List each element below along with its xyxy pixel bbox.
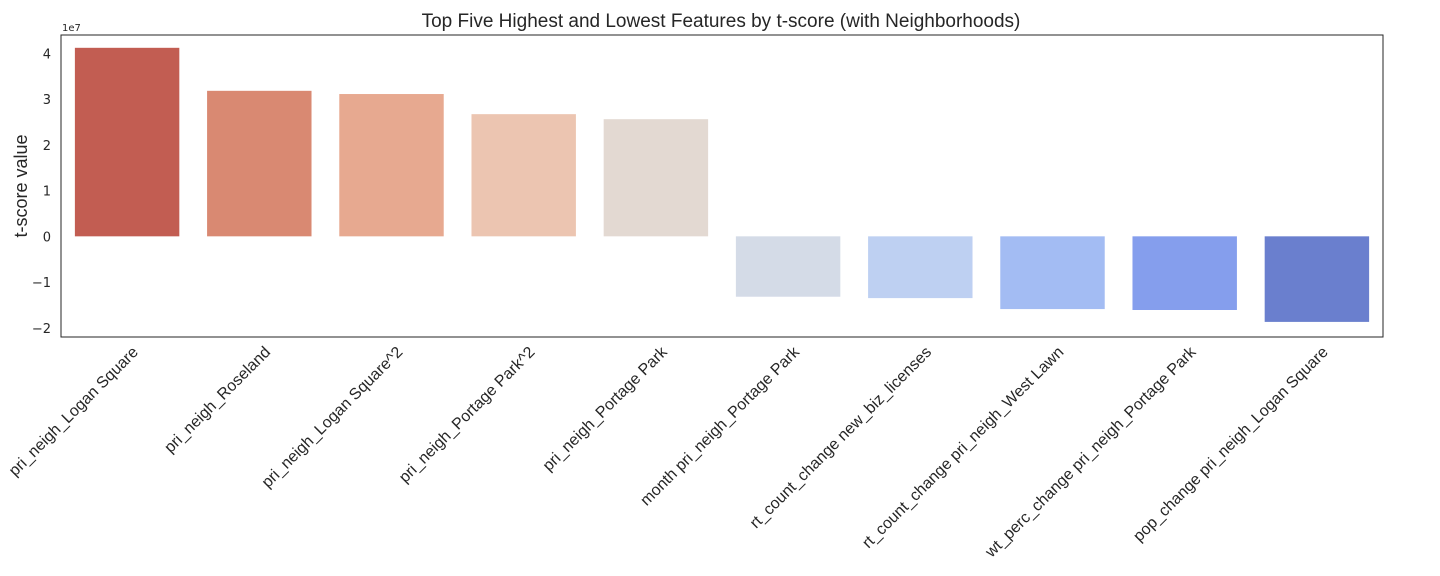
bar-3 bbox=[471, 114, 576, 237]
y-tick-label: 3 bbox=[43, 93, 51, 108]
bar-7 bbox=[1000, 236, 1105, 310]
y-tick-label: 4 bbox=[43, 47, 51, 62]
bar-9 bbox=[1264, 236, 1370, 322]
bar-1 bbox=[207, 90, 312, 237]
bar-0 bbox=[74, 47, 180, 237]
bar-4 bbox=[603, 119, 709, 237]
x-tick-label: pri_neigh_Portage Park bbox=[540, 343, 672, 475]
x-axis: pri_neigh_Logan Square pri_neigh_Roseland… bbox=[6, 343, 1332, 561]
y-tick-label: 0 bbox=[43, 230, 51, 245]
x-tick-label: rt_count_change pri_neigh_West Lawn bbox=[859, 344, 1067, 552]
x-tick-label: pri_neigh_Portage Park^2 bbox=[396, 344, 539, 487]
y-tick-label: 2 bbox=[43, 139, 51, 154]
y-tick-label: 1 bbox=[43, 185, 51, 200]
x-tick-label: wt_perc_change pri_neigh_Portage Park bbox=[982, 343, 1200, 561]
x-tick-label: pri_neigh_Logan Square^2 bbox=[259, 344, 407, 492]
y-axis-title: t-score value bbox=[11, 134, 31, 237]
x-tick-label: pri_neigh_Roseland bbox=[161, 344, 274, 457]
plot-frame bbox=[60, 34, 1384, 338]
bars-layer bbox=[74, 47, 1370, 322]
x-tick-label: pri_neigh_Logan Square bbox=[6, 344, 142, 480]
bar-5 bbox=[735, 236, 841, 297]
chart-title: Top Five Highest and Lowest Features by … bbox=[422, 11, 1021, 32]
y-tick-label: −2 bbox=[32, 322, 51, 337]
bar-2 bbox=[339, 94, 444, 237]
bar-6 bbox=[868, 236, 973, 299]
bar-8 bbox=[1132, 236, 1237, 310]
x-tick-label: month pri_neigh_Portage Park bbox=[637, 343, 803, 509]
y-tick-label: −1 bbox=[32, 276, 51, 291]
y-axis-offset-label: 1e7 bbox=[62, 23, 81, 34]
y-axis: −2 −1 0 1 2 3 4 bbox=[32, 47, 51, 337]
